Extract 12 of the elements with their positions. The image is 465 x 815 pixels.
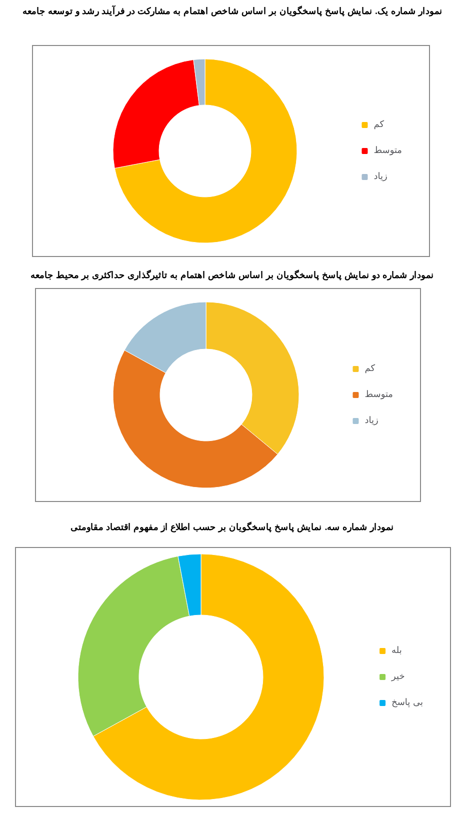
chart-title: نمودار شماره یک. نمایش پاسخ پاسخگویان بر اساس شاخص اهتمام به مشارکت در فرآیند رشد و توسعه جامعه (21, 6, 444, 16)
legend-label: متوسط (364, 390, 394, 400)
legend-label: بله (392, 646, 402, 656)
legend-label: زیاد (374, 172, 388, 182)
legend-label: کم (364, 364, 376, 374)
legend-label: خیر (390, 672, 405, 682)
chart-title: نمودار شماره سه. نمایش پاسخ پاسخگویان بر حسب اطلاع از مفهوم اقتصاد مقاومتی (70, 522, 396, 532)
legend-label: متوسط (374, 146, 402, 156)
legend-label: بی پاسخ (392, 698, 424, 708)
legend-label: کم (374, 120, 385, 130)
chart-title: نمودار شماره دو نمایش پاسخ پاسخگویان بر اساس شاخص اهتمام به تاثیرگذاری حداکثری بر محیط جامعه (30, 270, 436, 280)
legend-label: زیاد (364, 416, 378, 426)
